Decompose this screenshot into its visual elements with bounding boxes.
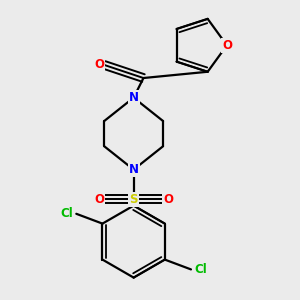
Text: N: N [129,91,139,104]
Text: Cl: Cl [194,263,207,276]
Text: N: N [129,163,139,176]
Text: O: O [94,193,104,206]
Text: O: O [163,193,173,206]
Text: O: O [222,39,232,52]
Text: O: O [94,58,104,71]
Text: S: S [129,193,138,206]
Text: Cl: Cl [60,207,73,220]
